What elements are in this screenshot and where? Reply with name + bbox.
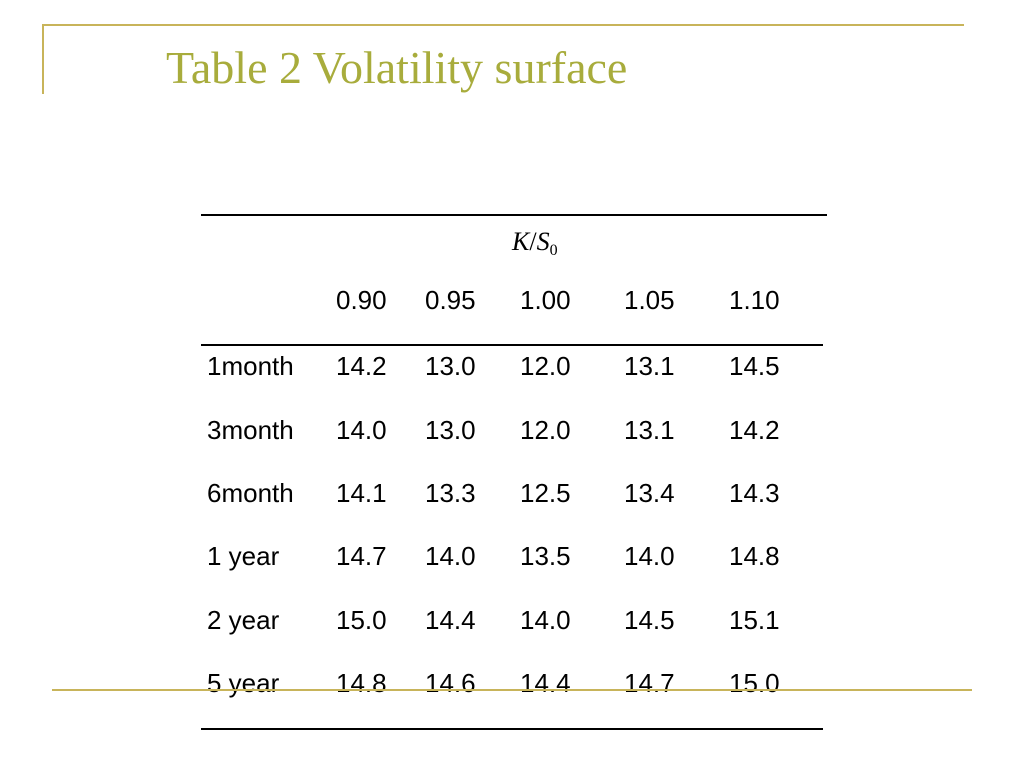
table-cell: 14.0 [520, 605, 571, 635]
table-cell: 13.3 [425, 478, 476, 508]
frame-left-line [42, 24, 44, 94]
table-cell: 15.1 [729, 605, 780, 635]
frame-top-line [42, 24, 964, 26]
table-cell: 14.2 [729, 415, 780, 445]
row-label: 2 year [207, 605, 280, 635]
table-cell: 15.0 [336, 605, 387, 635]
table-cell: 14.7 [336, 541, 387, 571]
spot-subscript: 0 [549, 242, 558, 259]
table-cell: 14.3 [729, 478, 780, 508]
strike-ratio-header: K/S0 [512, 226, 558, 267]
ratio-slash: / [529, 227, 537, 256]
table-cell: 14.2 [336, 351, 387, 381]
table-cell: 14.5 [624, 605, 675, 635]
table-cell: 14.4 [520, 668, 571, 698]
table-cell: 14.0 [336, 415, 387, 445]
table-cell: 14.4 [425, 605, 476, 635]
row-label: 1 year [207, 541, 280, 571]
table-cell: 13.1 [624, 415, 675, 445]
table-cell: 14.8 [336, 668, 387, 698]
column-header: 0.90 [336, 285, 387, 315]
table-cell: 14.5 [729, 351, 780, 381]
column-header: 0.95 [425, 285, 476, 315]
slide-title: Table 2 Volatility surface [166, 42, 628, 93]
table-bottom-rule [201, 728, 823, 730]
table-cell: 13.0 [425, 351, 476, 381]
frame-bottom-line [52, 689, 972, 691]
table-cell: 13.1 [624, 351, 675, 381]
table-cell: 14.6 [425, 668, 476, 698]
column-header: 1.10 [729, 285, 780, 315]
row-label: 1month [207, 351, 294, 381]
table-cell: 14.8 [729, 541, 780, 571]
row-label: 6month [207, 478, 294, 508]
table-cell: 12.5 [520, 478, 571, 508]
table-cell: 12.0 [520, 415, 571, 445]
spot-symbol: S [536, 227, 550, 256]
column-header: 1.05 [624, 285, 675, 315]
table-cell: 13.5 [520, 541, 571, 571]
table-cell: 14.0 [425, 541, 476, 571]
strike-symbol: K [512, 227, 530, 256]
table-cell: 12.0 [520, 351, 571, 381]
table-cell: 13.0 [425, 415, 476, 445]
table-cell: 14.1 [336, 478, 387, 508]
column-header: 1.00 [520, 285, 571, 315]
table-cell: 15.0 [729, 668, 780, 698]
table-cell: 14.7 [624, 668, 675, 698]
table-cell: 14.0 [624, 541, 675, 571]
table-cell: 13.4 [624, 478, 675, 508]
row-label: 3month [207, 415, 294, 445]
table-top-rule [201, 214, 827, 216]
row-label: 5 year [207, 668, 280, 698]
table-header-rule [201, 344, 823, 346]
